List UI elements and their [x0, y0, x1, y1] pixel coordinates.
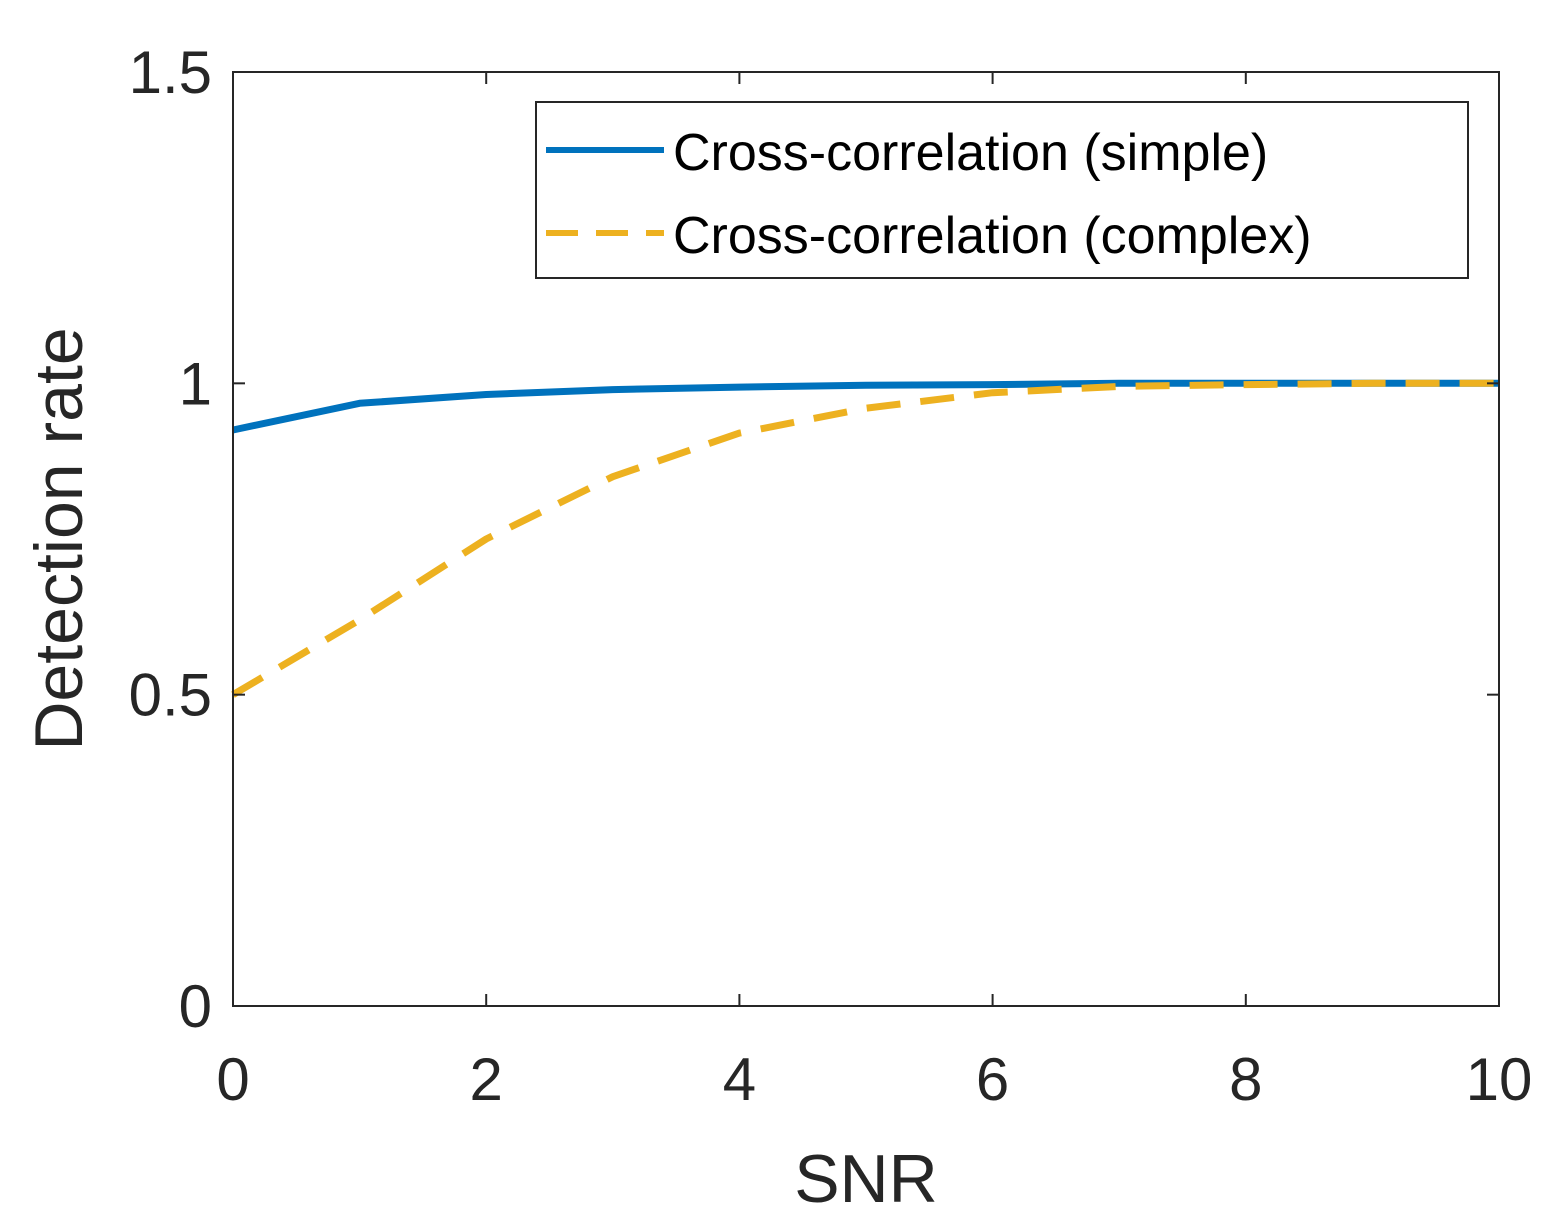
- y-tick-label: 0.5: [129, 662, 212, 729]
- series-line-simple: [232, 379, 1499, 434]
- x-tick-label: 10: [1466, 1046, 1533, 1113]
- x-tick-label: 0: [216, 1046, 249, 1113]
- x-tick-label: 8: [1229, 1046, 1262, 1113]
- x-axis-title: SNR: [794, 1141, 938, 1217]
- tick-layer: 0 2 4 6 8 10 0 0.5 1 1.5: [129, 39, 1533, 1113]
- y-axis-title: Detection rate: [21, 327, 97, 750]
- y-tick-label: 1: [179, 350, 212, 417]
- series-layer: [231, 379, 1499, 698]
- x-tick-label: 2: [470, 1046, 503, 1113]
- series-line-complex: [231, 379, 1499, 698]
- legend-label-complex: Cross-correlation (complex): [673, 207, 1312, 265]
- legend-label-simple: Cross-correlation (simple): [673, 124, 1268, 182]
- legend-box: [535, 101, 1469, 279]
- x-tick-label: 6: [976, 1046, 1009, 1113]
- y-tick-label: 0: [179, 973, 212, 1040]
- axes-box: [232, 71, 1500, 1007]
- legend: Cross-correlation (simple) Cross-correla…: [535, 101, 1469, 279]
- x-tick-label: 4: [723, 1046, 756, 1113]
- y-tick-label: 1.5: [129, 39, 212, 106]
